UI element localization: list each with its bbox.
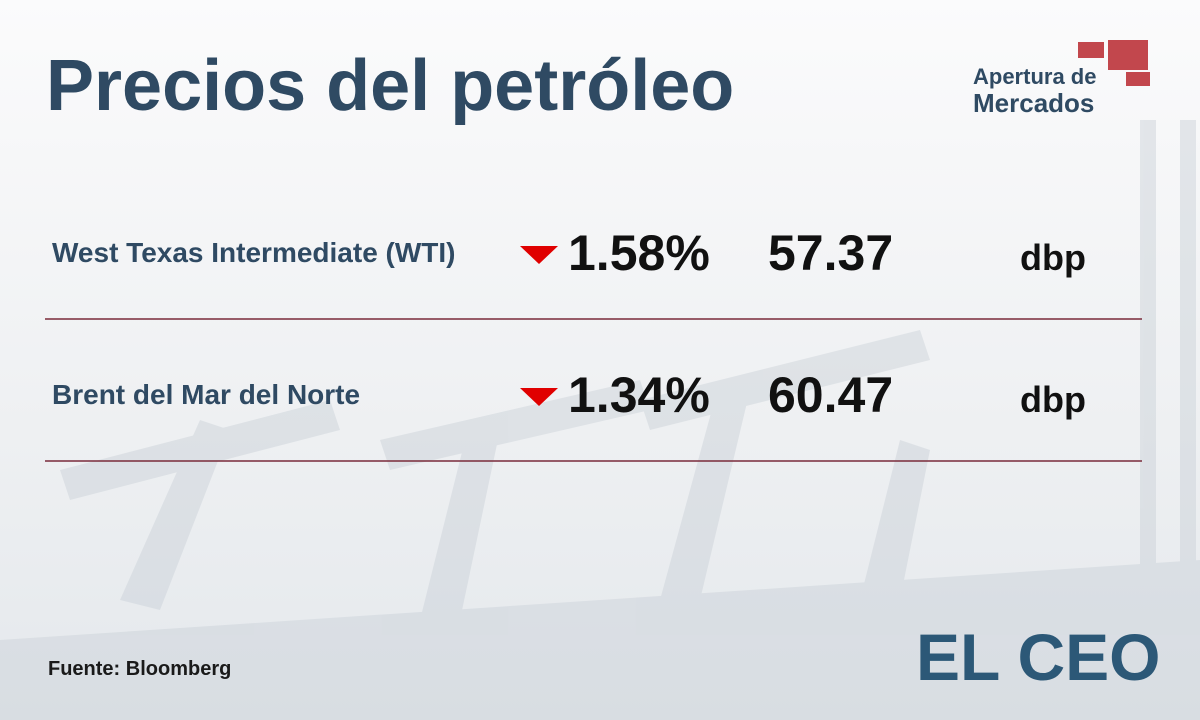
down-arrow: [520, 246, 558, 264]
badge-icon: [1078, 42, 1104, 58]
down-arrow: [520, 388, 558, 406]
source: Fuente: Bloomberg: [48, 658, 231, 680]
table: West Texas Intermediate (WTI) 1.58% 57.37 d…: [45, 225, 1142, 462]
title: Precios del petróleo: [46, 46, 734, 126]
badge: Apertura de Mercados: [973, 40, 1150, 118]
logo: EL CEO: [916, 620, 1161, 694]
row-name: West Texas Intermediate (WTI): [52, 237, 456, 268]
unit: dbp: [1020, 237, 1086, 278]
unit: dbp: [1020, 379, 1086, 420]
price: 57.37: [768, 225, 893, 281]
row-name: Brent del Mar del Norte: [52, 379, 360, 410]
badge-line: Apertura de: [973, 64, 1096, 89]
change: 1.34%: [568, 367, 710, 423]
price: 60.47: [768, 367, 893, 423]
badge-line: Mercados: [973, 88, 1094, 118]
badge-icon: [1126, 72, 1150, 86]
pumpjack-silhouettes: [0, 120, 1200, 720]
badge-icon: [1108, 40, 1148, 70]
change: 1.58%: [568, 225, 710, 281]
